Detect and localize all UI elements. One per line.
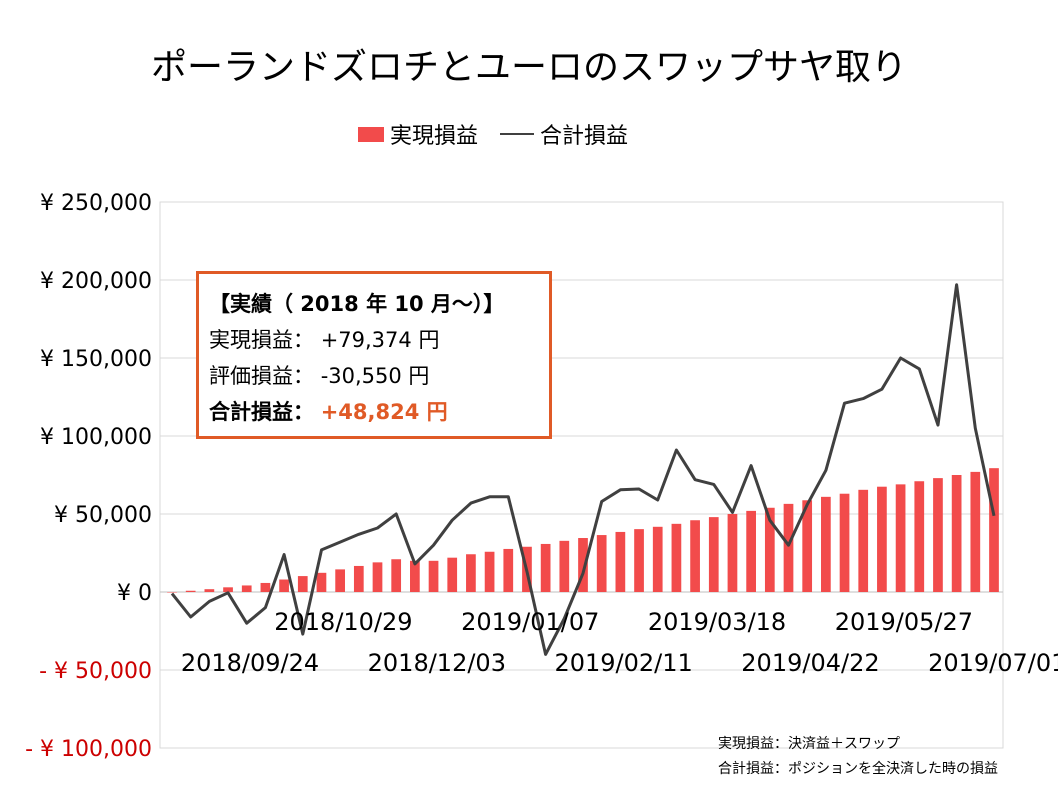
realized-bar xyxy=(540,543,551,592)
legend-realized-label: 実現損益 xyxy=(390,124,479,149)
realized-bar xyxy=(858,489,869,592)
x-tick-label: 2019/05/27 xyxy=(835,608,973,636)
unrealized-value: -30,550 円 xyxy=(320,364,430,388)
realized-bar xyxy=(204,589,215,592)
y-tick-label: ¥ 200,000 xyxy=(40,269,152,294)
infobox-total-row: 合計損益： +48,824 円 xyxy=(209,394,549,430)
x-tick-label: 2018/12/03 xyxy=(368,649,506,677)
realized-bar xyxy=(372,562,383,592)
realized-bar xyxy=(391,559,402,592)
realized-bar xyxy=(671,523,682,592)
realized-bar xyxy=(652,526,663,592)
x-tick-label: 2019/07/01 xyxy=(928,649,1058,677)
realized-bar xyxy=(316,572,327,592)
realized-bar xyxy=(410,560,420,592)
x-tick-label: 2018/09/24 xyxy=(181,649,319,677)
realized-bar xyxy=(578,538,588,592)
realized-bar xyxy=(260,582,271,592)
realized-bar xyxy=(279,579,289,592)
realized-bar xyxy=(764,507,775,592)
y-tick-label: ¥ 150,000 xyxy=(40,347,152,372)
realized-bar xyxy=(447,557,458,592)
realized-bar xyxy=(895,484,906,592)
realized-bar xyxy=(783,503,794,592)
realized-bar xyxy=(428,560,439,592)
realized-bar xyxy=(839,493,850,592)
infobox-unrealized-row: 評価損益： -30,550 円 xyxy=(209,358,549,394)
legend-total-label: 合計損益 xyxy=(540,124,629,149)
total-label: 合計損益： xyxy=(209,400,314,424)
x-tick-label: 2019/02/11 xyxy=(554,649,692,677)
realized-bar xyxy=(167,592,177,593)
y-tick-label: - ¥ 100,000 xyxy=(25,737,152,762)
realized-bar xyxy=(503,548,514,592)
chart-title: ポーランドズロチとユーロのスワップサヤ取り xyxy=(150,47,907,88)
y-tick-label: ¥ 50,000 xyxy=(54,503,152,528)
realized-bar xyxy=(223,587,233,592)
realized-bar xyxy=(353,565,364,592)
realized-bar xyxy=(484,551,495,592)
x-tick-label: 2018/10/29 xyxy=(274,608,412,636)
x-tick-label: 2019/04/22 xyxy=(741,649,879,677)
legend-line-swatch xyxy=(500,133,535,135)
legend-bar-swatch xyxy=(358,126,384,142)
realized-bar xyxy=(727,514,738,592)
realized-bar xyxy=(970,471,981,592)
y-tick-label: ¥ 0 xyxy=(117,581,152,606)
y-tick-label: - ¥ 50,000 xyxy=(39,659,152,684)
realized-bar xyxy=(821,496,831,592)
realized-bar xyxy=(559,540,570,592)
realized-bar xyxy=(877,486,887,592)
total-value: +48,824 円 xyxy=(320,400,448,424)
infobox-realized-row: 実現損益： +79,374 円 xyxy=(209,322,549,358)
note-realized: 実現損益：決済益＋スワップ xyxy=(718,736,900,752)
x-tick-label: 2019/01/07 xyxy=(461,608,599,636)
y-tick-label: ¥ 100,000 xyxy=(40,425,152,450)
realized-label: 実現損益： xyxy=(209,328,314,352)
realized-bar xyxy=(596,535,607,592)
realized-bar xyxy=(914,481,925,592)
realized-bar xyxy=(615,531,626,592)
realized-bar xyxy=(933,478,943,592)
realized-bar xyxy=(690,520,700,592)
unrealized-label: 評価損益： xyxy=(209,364,314,388)
realized-bar xyxy=(466,554,476,592)
realized-bar xyxy=(241,585,252,592)
realized-value: +79,374 円 xyxy=(320,328,440,352)
realized-bar xyxy=(297,576,308,592)
legend: 実現損益 合計損益 xyxy=(358,118,628,150)
realized-bar xyxy=(185,590,196,592)
realized-bar xyxy=(634,529,644,592)
realized-bar xyxy=(951,475,962,592)
realized-bar xyxy=(335,569,345,592)
realized-bar xyxy=(746,510,756,592)
total-line xyxy=(170,283,996,656)
results-infobox: 【実績（ 2018 年 10 月～）】 実現損益： +79,374 円 評価損益… xyxy=(196,271,552,439)
x-tick-label: 2019/03/18 xyxy=(648,608,786,636)
note-total: 合計損益：ポジションを全決済した時の損益 xyxy=(718,761,998,777)
infobox-header: 【実績（ 2018 年 10 月～）】 xyxy=(209,292,505,316)
realized-bar xyxy=(708,517,719,592)
y-tick-label: ¥ 250,000 xyxy=(40,191,152,216)
realized-bar xyxy=(989,468,999,592)
realized-bar xyxy=(802,500,813,592)
